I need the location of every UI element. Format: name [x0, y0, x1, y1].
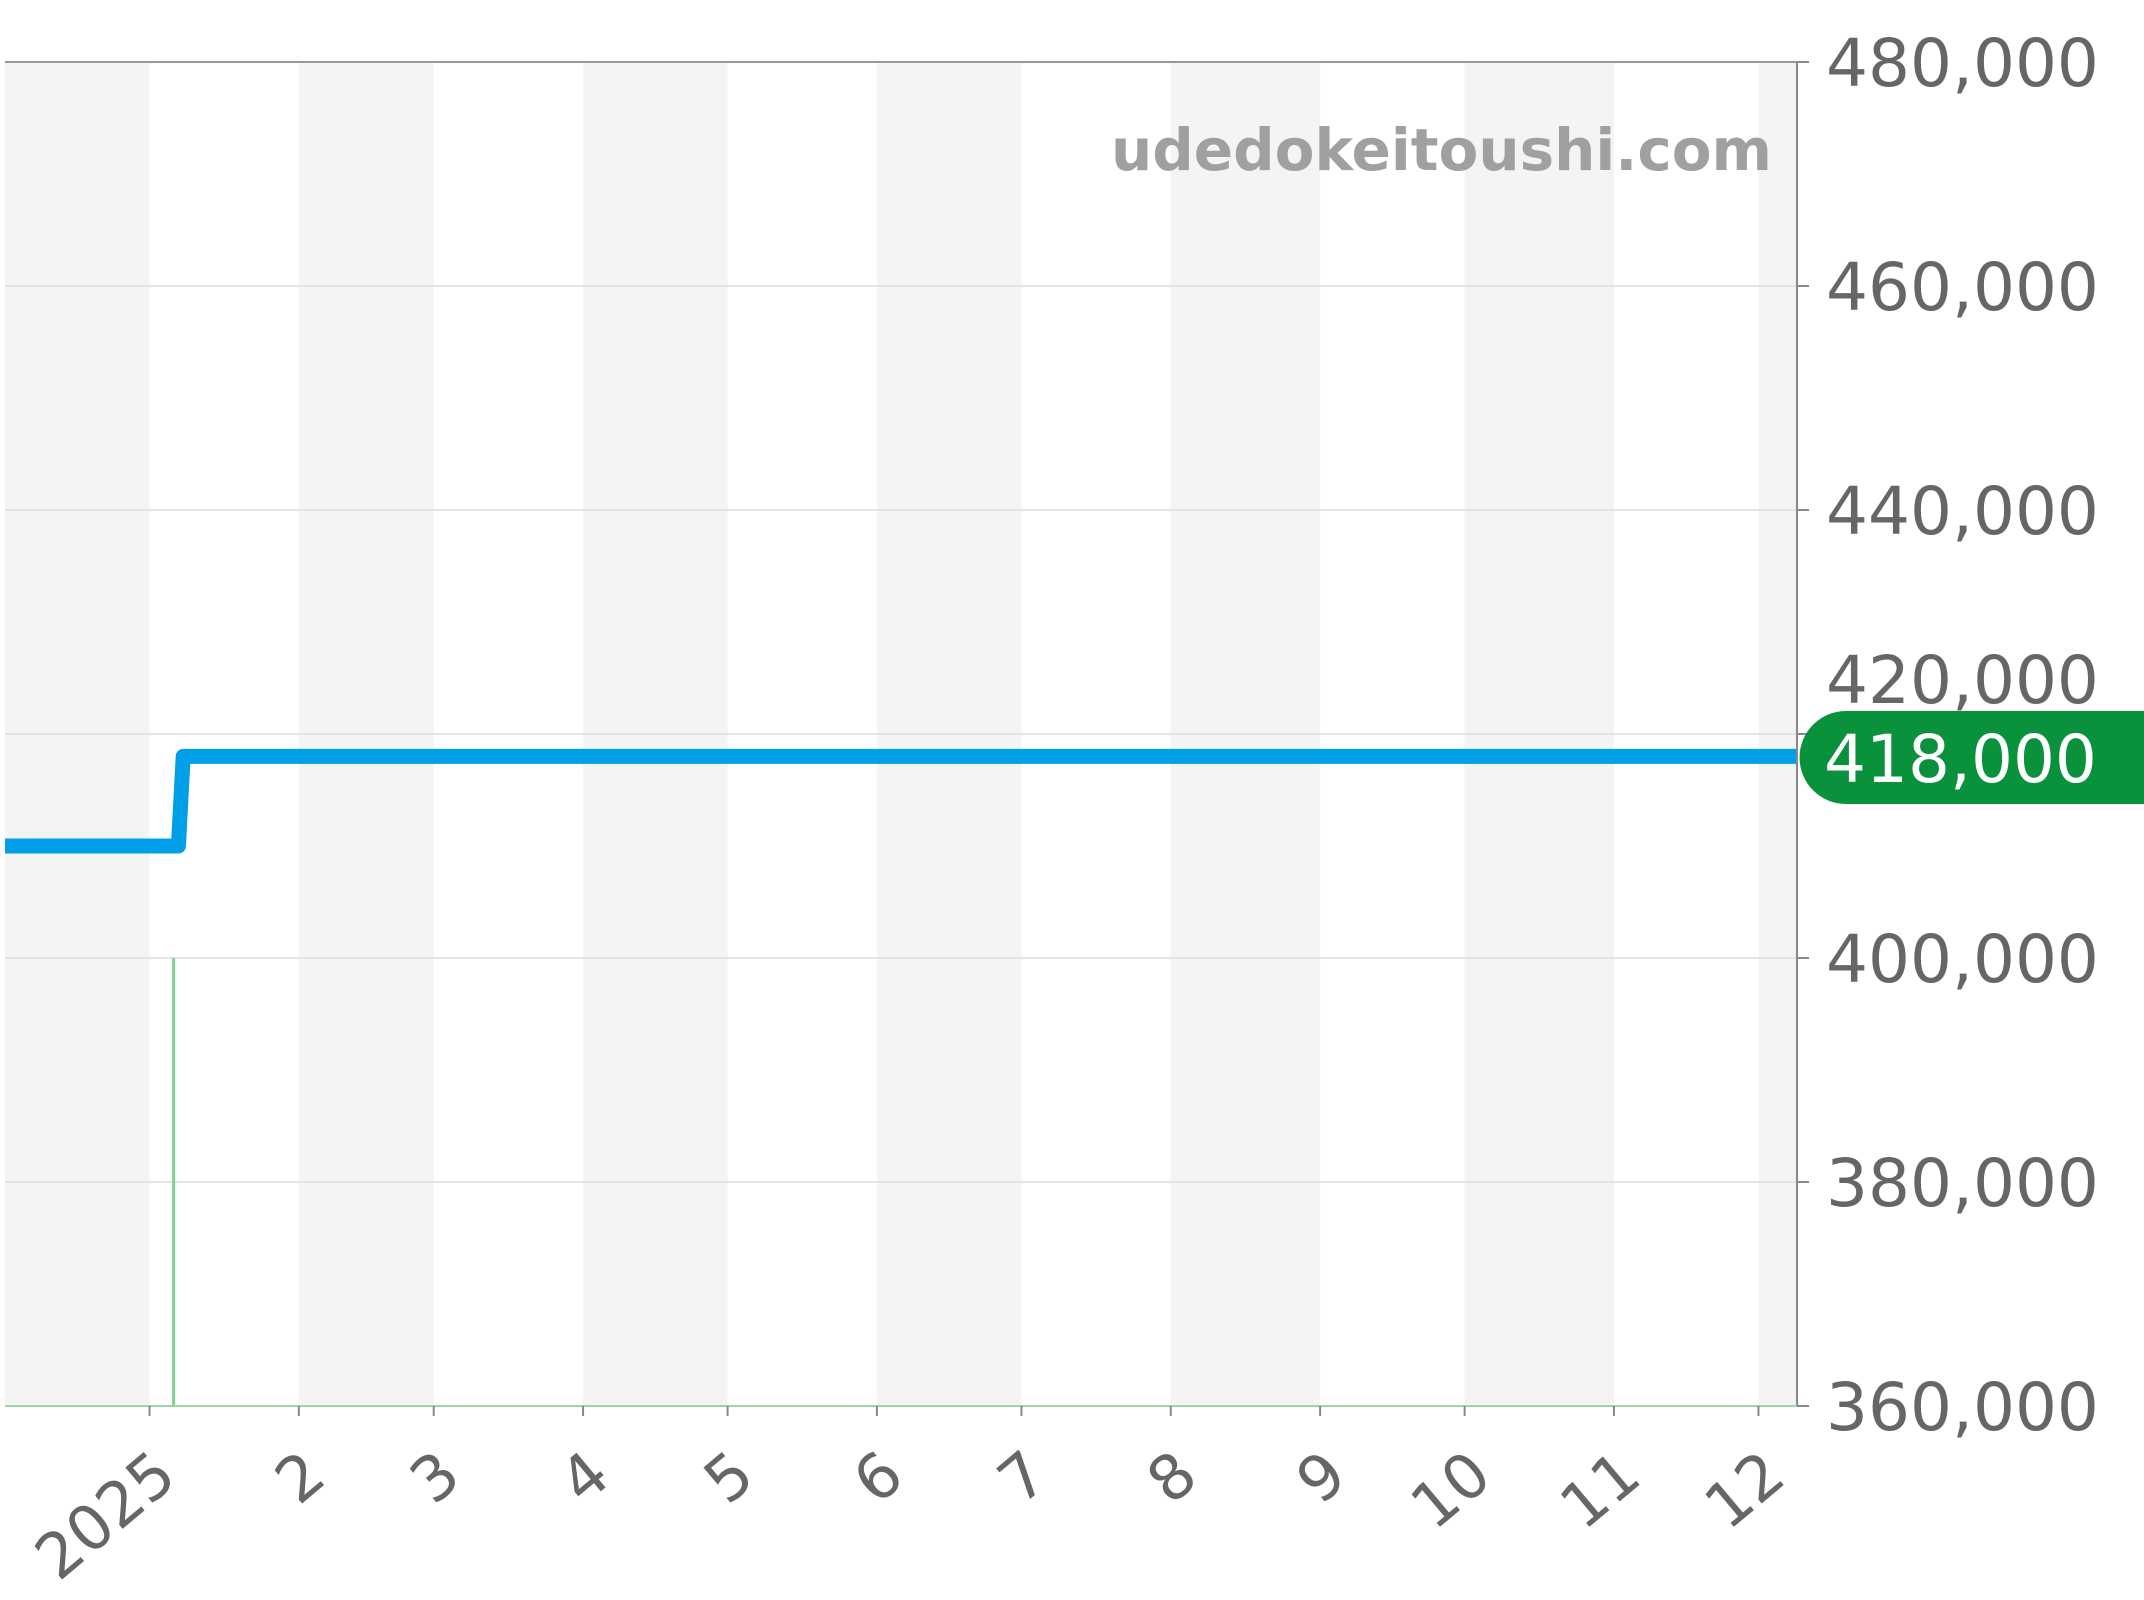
x-tick-label: 10 — [1397, 1437, 1504, 1544]
series-lines — [5, 748, 1797, 854]
y-tick-label: 480,000 — [1826, 25, 2099, 102]
x-tick-label: 4 — [546, 1437, 623, 1518]
x-tick-label: 5 — [690, 1437, 767, 1518]
x-tick-label: 8 — [1133, 1437, 1210, 1518]
x-tick-label: 11 — [1546, 1437, 1653, 1544]
y-axis-ticks: 480,000 460,000 440,000 420,000 400,000 380,0… — [1797, 25, 2099, 1446]
x-tick-label: 2 — [261, 1437, 338, 1518]
x-tick-label: 7 — [984, 1437, 1061, 1518]
current-value-label: 418,000 — [1824, 721, 2097, 798]
x-tick-label: 2025 — [21, 1437, 189, 1594]
x-tick-label: 9 — [1283, 1437, 1360, 1518]
x-axis-ticks: 2025 2 3 4 5 6 7 8 9 10 11 12 — [21, 1406, 1798, 1594]
current-value-badge: 418,000 — [1799, 711, 2144, 804]
x-tick-label: 12 — [1691, 1437, 1798, 1544]
watermark: udedokeitoushi.com — [1111, 116, 1772, 184]
gridlines — [5, 61, 1797, 1407]
y-tick-label: 440,000 — [1826, 473, 2099, 550]
y-tick-label: 400,000 — [1826, 921, 2099, 998]
y-tick-label: 420,000 — [1826, 642, 2099, 719]
y-tick-label: 360,000 — [1826, 1369, 2099, 1446]
price-line — [5, 748, 1797, 854]
y-tick-label: 460,000 — [1826, 249, 2099, 326]
x-tick-label: 3 — [396, 1437, 473, 1518]
y-tick-label: 380,000 — [1826, 1145, 2099, 1222]
x-tick-label: 6 — [839, 1437, 916, 1518]
current-value-badge-bg — [1799, 711, 2144, 804]
